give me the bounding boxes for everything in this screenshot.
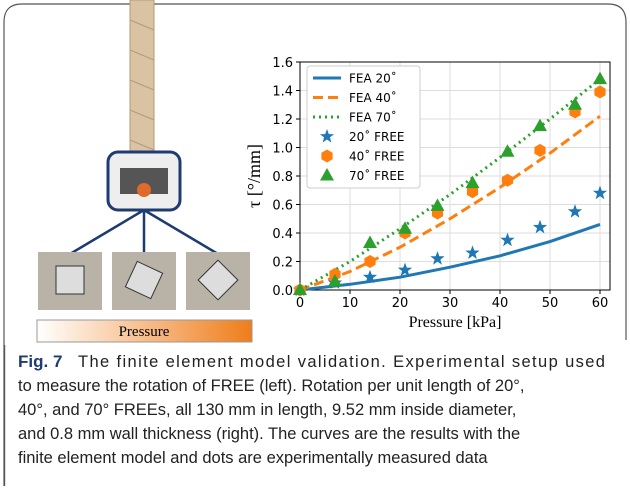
legend-label: 40˚ FREE	[349, 149, 405, 164]
y-tick-label: 1.2	[272, 113, 293, 128]
x-tick-label: 60	[592, 296, 609, 311]
triangle-marker	[430, 198, 445, 211]
star-marker	[465, 245, 480, 259]
triangle-marker	[568, 97, 582, 110]
cube-3	[197, 259, 239, 301]
frame	[3, 3, 627, 486]
x-tick-label: 20	[392, 296, 409, 311]
photo: Pressure	[36, 0, 253, 343]
y-tick-label: 0.0	[272, 284, 293, 299]
rope	[129, 0, 155, 159]
series-line	[299, 223, 601, 292]
legend-marker	[320, 168, 334, 181]
caption-line: to measure the rotation of FREE (left). …	[18, 377, 524, 395]
hexagon-marker	[501, 173, 514, 187]
device-ring	[137, 183, 151, 197]
triangle-marker	[593, 71, 607, 85]
chart: 0 10 20 30 40 50 60 0.0 0.2 0.4 0.6 0.8 1.0 1.2 1.4 1.6…	[244, 56, 611, 331]
caption-line: finite element model and dots are experi…	[18, 449, 488, 467]
legend-label: FEA 70˚	[349, 110, 397, 125]
star-marker	[430, 251, 445, 265]
triangle-marker	[465, 175, 480, 189]
series-line	[299, 114, 601, 292]
triangle-marker	[363, 235, 377, 248]
caption-label: Fig. 7	[18, 352, 62, 371]
pressure-label: Pressure	[119, 324, 170, 340]
hexagon-marker	[466, 185, 479, 199]
x-tick-label: 30	[442, 296, 459, 311]
star-marker	[592, 185, 608, 200]
hexagon-marker	[364, 255, 376, 268]
legend-marker	[321, 149, 333, 163]
hexagon-marker	[594, 85, 606, 99]
plot-frame	[299, 61, 611, 291]
y-axis-label: τ [°/mm]	[244, 144, 264, 208]
rope-twist	[129, 19, 155, 151]
legend-label: 20˚ FREE	[349, 129, 405, 144]
y-tick-label: 0.2	[272, 256, 293, 271]
caption-line: and 0.8 mm wall thickness (right). The c…	[18, 425, 520, 443]
caption: Fig. 7 The finite element model validatio…	[4, 345, 605, 486]
triangle-marker	[328, 273, 342, 287]
x-axis-label: Pressure [kPa]	[409, 314, 502, 331]
star-marker	[567, 204, 583, 218]
caption-bar	[4, 345, 6, 486]
cube-1	[55, 265, 85, 295]
caption-line: 40°, and 70° FREEs, all 130 mm in length…	[18, 401, 516, 419]
triangle-marker	[533, 118, 547, 132]
y-tick-label: 1.4	[272, 85, 293, 100]
legend-marker	[319, 129, 335, 143]
x-tick-label: 0	[296, 296, 304, 311]
legend-label: 70˚ FREE	[349, 168, 405, 183]
x-tick-label: 10	[342, 296, 359, 311]
triangle-marker	[398, 221, 412, 234]
caption-line: The finite element model validation. Exp…	[78, 353, 605, 371]
cube-2	[124, 260, 164, 300]
legend-label: FEA 40˚	[349, 90, 397, 105]
x-tick-label: 50	[542, 296, 559, 311]
hexagon-marker	[534, 143, 546, 157]
x-tick-label: 40	[492, 296, 509, 311]
y-tick-label: 0.6	[272, 199, 293, 214]
connector	[69, 208, 219, 256]
y-tick-label: 1.0	[272, 142, 293, 157]
star-marker	[532, 219, 548, 234]
star-marker	[500, 232, 515, 247]
y-tick-label: 0.8	[272, 170, 293, 185]
star-marker	[362, 269, 378, 284]
triangle-marker	[500, 144, 515, 157]
y-tick-label: 0.4	[272, 227, 293, 242]
triangle-marker	[293, 282, 307, 295]
legend-label: FEA 20˚	[349, 71, 397, 86]
y-tick-label: 1.6	[272, 56, 293, 71]
pressure-bar	[36, 319, 253, 343]
star-marker	[397, 262, 413, 277]
